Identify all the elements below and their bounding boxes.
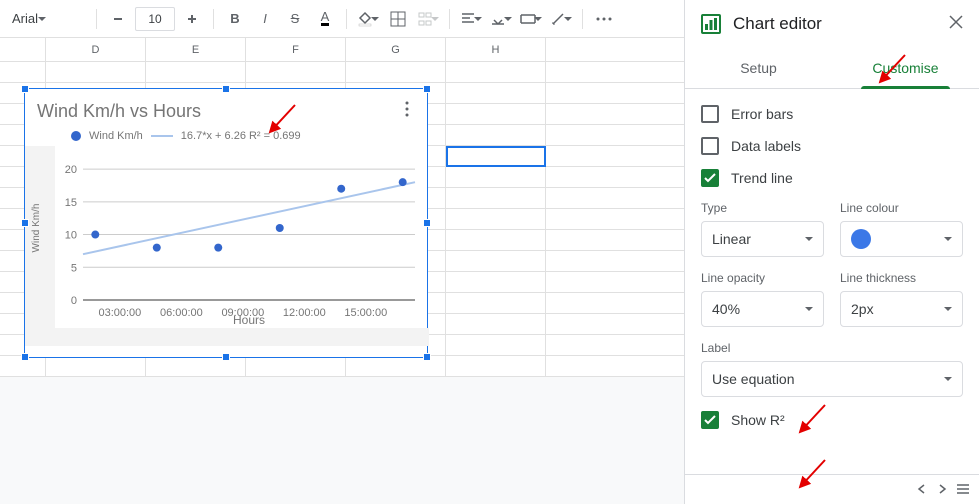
panel-title: Chart editor [733, 14, 822, 34]
strikethrough-button[interactable]: S [282, 6, 308, 32]
line-colour-select[interactable] [840, 221, 963, 257]
column-header-row: D E F G H [0, 38, 684, 62]
footer-list-button[interactable] [955, 479, 971, 501]
sheet-area: D E F G H Wind Km/h vs Hours Wind Km/h 1… [0, 38, 684, 504]
svg-text:12:00:00: 12:00:00 [283, 307, 326, 319]
text-color-button[interactable]: A [312, 6, 338, 32]
font-name-value: Arial [12, 11, 38, 26]
resize-handle[interactable] [222, 353, 230, 361]
chart-editor-panel: Chart editor Setup Customise Error bars … [684, 0, 979, 504]
chart-icon [701, 14, 721, 34]
legend-series-label: Wind Km/h [89, 130, 143, 142]
legend-marker-icon [71, 131, 81, 141]
resize-handle[interactable] [423, 85, 431, 93]
font-name-select[interactable]: Arial [8, 6, 88, 32]
borders-button[interactable] [385, 6, 411, 32]
sheet-row[interactable] [0, 356, 684, 377]
col-header[interactable]: F [246, 38, 346, 61]
panel-tabs: Setup Customise [685, 48, 979, 89]
checkbox-icon [701, 411, 719, 429]
label-select[interactable]: Use equation [701, 361, 963, 397]
sheet-row[interactable] [0, 62, 684, 83]
svg-text:Wind Km/h: Wind Km/h [31, 204, 42, 253]
error-bars-checkbox[interactable]: Error bars [701, 105, 963, 123]
svg-text:03:00:00: 03:00:00 [98, 307, 141, 319]
font-size-dec-button[interactable] [105, 6, 131, 32]
col-header[interactable]: G [346, 38, 446, 61]
thickness-label: Line thickness [840, 271, 963, 285]
chart-plot: 0510152003:00:0006:00:0009:00:0012:00:00… [25, 146, 429, 346]
svg-text:10: 10 [65, 230, 77, 242]
trend-line-checkbox[interactable]: Trend line [701, 169, 963, 187]
chart-object[interactable]: Wind Km/h vs Hours Wind Km/h 16.7*x + 6.… [24, 88, 428, 358]
svg-text:06:00:00: 06:00:00 [160, 307, 203, 319]
tab-setup[interactable]: Setup [685, 48, 832, 88]
data-labels-checkbox[interactable]: Data labels [701, 137, 963, 155]
wrap-button[interactable] [518, 6, 544, 32]
chart-menu-button[interactable] [395, 97, 419, 121]
line-colour-label: Line colour [840, 201, 963, 215]
col-header[interactable]: E [146, 38, 246, 61]
colour-swatch-icon [851, 229, 871, 249]
panel-body: Error bars Data labels Trend line Type L… [685, 89, 979, 474]
svg-text:20: 20 [65, 164, 77, 176]
close-button[interactable] [949, 15, 963, 34]
checkbox-label: Trend line [731, 170, 793, 186]
checkbox-label: Show R² [731, 412, 785, 428]
checkbox-icon [701, 137, 719, 155]
font-size-inc-button[interactable] [179, 6, 205, 32]
resize-handle[interactable] [21, 85, 29, 93]
thickness-select[interactable]: 2px [840, 291, 963, 327]
opacity-label: Line opacity [701, 271, 824, 285]
tab-customise[interactable]: Customise [832, 48, 979, 88]
resize-handle[interactable] [423, 219, 431, 227]
show-r2-checkbox[interactable]: Show R² [701, 411, 963, 429]
checkbox-icon [701, 105, 719, 123]
bold-button[interactable]: B [222, 6, 248, 32]
col-header[interactable]: H [446, 38, 546, 61]
svg-text:15:00:00: 15:00:00 [344, 307, 387, 319]
checkbox-label: Data labels [731, 138, 801, 154]
svg-text:5: 5 [71, 262, 77, 274]
checkbox-icon [701, 169, 719, 187]
svg-text:15: 15 [65, 197, 77, 209]
resize-handle[interactable] [21, 353, 29, 361]
h-align-button[interactable] [458, 6, 484, 32]
resize-handle[interactable] [423, 353, 431, 361]
font-size-input[interactable]: 10 [135, 7, 175, 31]
label-label: Label [701, 341, 963, 355]
svg-text:0: 0 [71, 295, 77, 307]
resize-handle[interactable] [222, 85, 230, 93]
type-select[interactable]: Linear [701, 221, 824, 257]
svg-text:Hours: Hours [233, 313, 265, 327]
more-button[interactable] [591, 6, 617, 32]
type-label: Type [701, 201, 824, 215]
footer-next-button[interactable] [935, 479, 949, 501]
checkbox-label: Error bars [731, 106, 793, 122]
rotate-button[interactable] [548, 6, 574, 32]
legend-trend-icon [151, 135, 173, 137]
opacity-select[interactable]: 40% [701, 291, 824, 327]
merge-button[interactable] [415, 6, 441, 32]
italic-button[interactable]: I [252, 6, 278, 32]
chart-title: Wind Km/h vs Hours [25, 89, 427, 126]
chart-legend: Wind Km/h 16.7*x + 6.26 R² = 0.699 [25, 126, 427, 146]
legend-trend-label: 16.7*x + 6.26 R² = 0.699 [181, 130, 301, 142]
col-header[interactable]: D [46, 38, 146, 61]
panel-header: Chart editor [685, 0, 979, 48]
resize-handle[interactable] [21, 219, 29, 227]
fill-color-button[interactable] [355, 6, 381, 32]
footer-prev-button[interactable] [915, 479, 929, 501]
v-align-button[interactable] [488, 6, 514, 32]
panel-footer [685, 474, 979, 504]
